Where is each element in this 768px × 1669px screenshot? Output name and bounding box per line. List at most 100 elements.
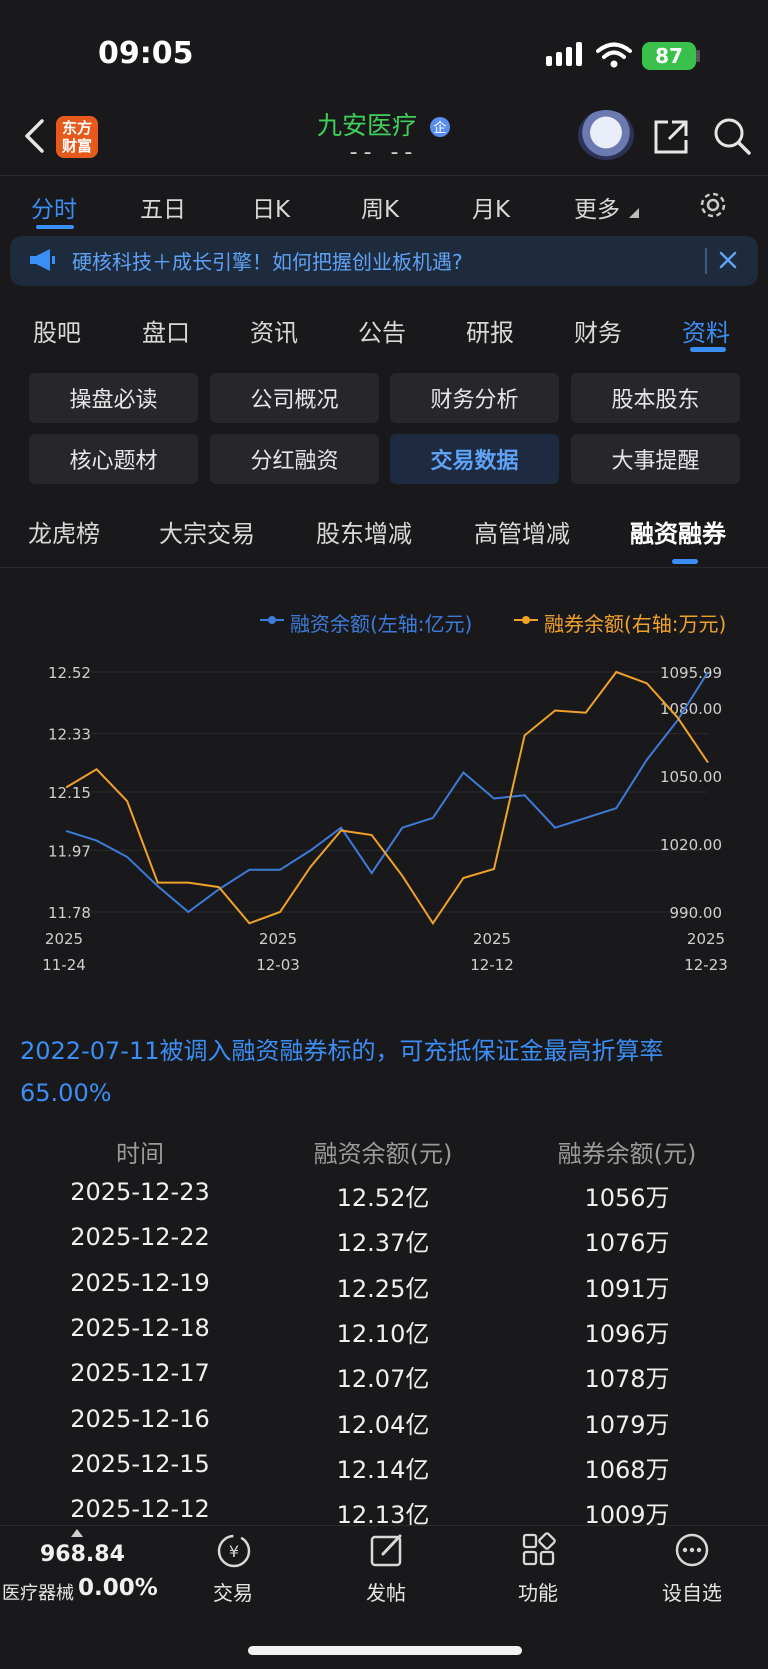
x-axis-tick: 2025	[473, 930, 511, 948]
left-axis-tick: 12.33	[48, 726, 91, 744]
cell-financing: 12.04亿	[336, 1410, 430, 1439]
post-icon[interactable]	[369, 1532, 405, 1568]
signal-icon	[546, 42, 582, 66]
stock-name: 九安医疗	[317, 111, 418, 140]
app-logo: 东方财富	[56, 116, 98, 158]
trade-button[interactable]: 交易	[213, 1581, 253, 1605]
back-icon[interactable]	[22, 118, 46, 154]
col-header-date: 时间	[116, 1140, 164, 1168]
margin-note: 2022-07-11被调入融资融券标的，可充抵保证金最高折算率65.00%	[20, 1037, 664, 1107]
table-row: 2025-12-16 12.04亿 1079万	[0, 1405, 768, 1450]
cell-financing: 12.13亿	[336, 1501, 430, 1530]
tab-daily-k[interactable]: 日K	[252, 197, 291, 223]
right-axis-tick: 1095.99	[660, 664, 722, 682]
legend-securities: 融券余额(右轴:万元)	[544, 612, 727, 636]
close-icon[interactable]	[718, 250, 738, 270]
left-axis-tick: 11.78	[48, 904, 91, 922]
header-divider	[0, 175, 768, 176]
left-axis-tick: 11.97	[48, 842, 91, 860]
subtab-exec-change[interactable]: 高管增减	[474, 520, 570, 548]
cell-financing: 12.37亿	[336, 1229, 430, 1258]
subtab-indicator	[672, 559, 698, 564]
tab-profile[interactable]: 资料	[682, 319, 730, 347]
table-row: 2025-12-12 12.13亿 1009万	[0, 1495, 768, 1540]
left-axis-tick: 12.52	[48, 664, 91, 682]
btn-share-capital[interactable]: 股本股东	[571, 373, 740, 423]
tab-finance[interactable]: 财务	[574, 319, 622, 347]
wifi-icon	[596, 42, 632, 68]
tab-research[interactable]: 研报	[466, 319, 514, 347]
index-name[interactable]: 医疗器械	[2, 1583, 74, 1604]
home-indicator	[248, 1646, 522, 1655]
btn-dividend-financing[interactable]: 分红融资	[210, 434, 379, 484]
cell-date: 2025-12-23	[70, 1178, 210, 1206]
left-axis-tick: 12.15	[48, 784, 91, 802]
share-icon[interactable]	[652, 118, 690, 156]
subtab-dragon-tiger[interactable]: 龙虎榜	[28, 520, 100, 548]
btn-trading-data[interactable]: 交易数据	[390, 434, 559, 484]
subtab-divider	[0, 567, 768, 568]
table-row: 2025-12-23 12.52亿 1056万	[0, 1178, 768, 1223]
subtab-holder-change[interactable]: 股东增减	[316, 520, 412, 548]
financing-balance-line	[65, 671, 709, 914]
col-header-financing: 融资余额(元)	[313, 1140, 453, 1168]
status-time: 09:05	[98, 36, 194, 71]
x-axis-tick: 11-24	[42, 956, 86, 974]
subtab-margin[interactable]: 融资融券	[630, 520, 726, 548]
cell-date: 2025-12-16	[70, 1404, 210, 1433]
period-tab-indicator	[36, 225, 74, 229]
cell-financing: 12.10亿	[336, 1319, 430, 1348]
btn-company-overview[interactable]: 公司概况	[210, 373, 379, 423]
table-row: 2025-12-19 12.25亿 1091万	[0, 1269, 768, 1314]
search-icon[interactable]	[712, 116, 752, 156]
legend-marker-financing	[260, 616, 284, 624]
cell-securities: 1076万	[584, 1229, 670, 1258]
functions-button[interactable]: 功能	[518, 1581, 558, 1605]
section-tab-indicator	[690, 347, 726, 352]
cell-securities: 1056万	[584, 1184, 670, 1212]
tab-more[interactable]: 更多	[574, 197, 620, 223]
post-button[interactable]: 发帖	[366, 1581, 406, 1605]
btn-events[interactable]: 大事提醒	[571, 434, 740, 484]
cell-securities: 1079万	[584, 1410, 670, 1439]
cell-securities: 1096万	[584, 1319, 670, 1348]
cell-financing: 12.07亿	[336, 1365, 430, 1394]
assistant-avatar[interactable]	[578, 110, 634, 160]
promo-banner[interactable]	[10, 236, 758, 286]
banner-text[interactable]: 硬核科技＋成长引擎！如何把握创业板机遇?	[72, 250, 463, 274]
cell-securities: 1009万	[584, 1501, 670, 1530]
battery-indicator: 87	[642, 42, 696, 70]
tab-monthly-k[interactable]: 月K	[472, 197, 511, 223]
more-icon[interactable]	[674, 1532, 710, 1568]
stock-price-placeholder: -- --	[349, 140, 419, 165]
x-axis-tick: 2025	[259, 930, 297, 948]
table-row: 2025-12-22 12.37亿 1076万	[0, 1223, 768, 1268]
stock-title: 九安医疗 企	[0, 106, 768, 142]
btn-trading-guide[interactable]: 操盘必读	[29, 373, 198, 423]
tab-guba[interactable]: 股吧	[33, 319, 81, 347]
add-watchlist-button[interactable]: 设自选	[662, 1581, 722, 1605]
tab-five-day[interactable]: 五日	[140, 197, 186, 223]
btn-financial-analysis[interactable]: 财务分析	[390, 373, 559, 423]
x-axis-tick: 12-03	[256, 956, 300, 974]
index-change[interactable]: 0.00%	[78, 1575, 158, 1601]
tab-intraday[interactable]: 分时	[31, 197, 77, 223]
megaphone-icon	[30, 249, 55, 271]
trade-icon[interactable]: ¥	[214, 1533, 254, 1569]
banner-separator	[705, 248, 707, 274]
table-row: 2025-12-17 12.07亿 1078万	[0, 1359, 768, 1404]
subtab-block-trade[interactable]: 大宗交易	[159, 520, 255, 548]
tab-pankou[interactable]: 盘口	[142, 319, 190, 347]
cell-securities: 1068万	[584, 1455, 670, 1484]
battery-cap	[696, 50, 700, 62]
apps-icon[interactable]	[521, 1532, 557, 1568]
tab-announcements[interactable]: 公告	[358, 319, 406, 347]
gear-icon[interactable]	[698, 190, 728, 220]
index-value[interactable]: 968.84	[40, 1542, 125, 1567]
legend-marker-securities	[514, 616, 538, 624]
x-axis-tick: 12-12	[470, 956, 514, 974]
tab-weekly-k[interactable]: 周K	[361, 197, 400, 223]
tab-news[interactable]: 资讯	[250, 319, 298, 347]
btn-core-themes[interactable]: 核心题材	[29, 434, 198, 484]
